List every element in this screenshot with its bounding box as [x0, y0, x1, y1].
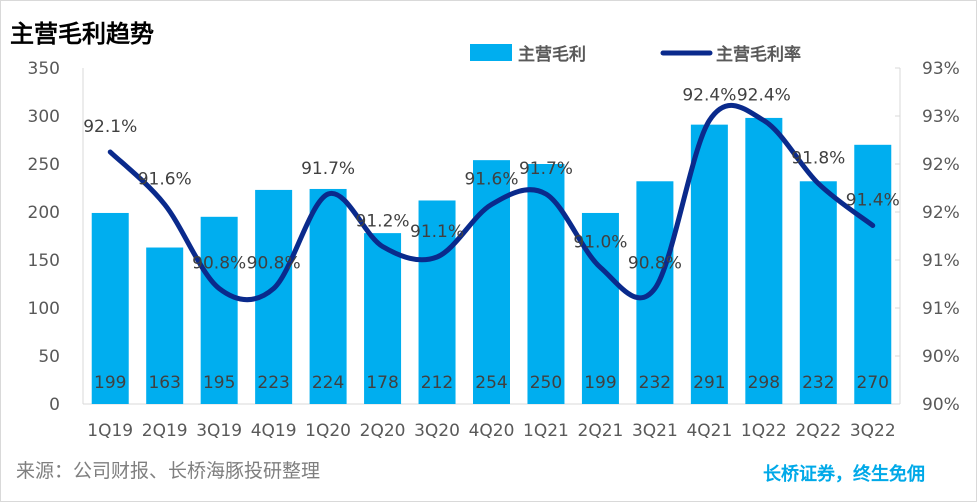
line-value-label: 91.8% — [791, 149, 845, 169]
bar — [799, 181, 837, 404]
bar — [200, 216, 238, 404]
right-tick-label: 93% — [922, 107, 960, 127]
line-value-label: 91.7% — [301, 159, 355, 179]
bar-value-label: 232 — [802, 373, 834, 393]
left-tick-label: 350 — [28, 59, 60, 79]
x-tick-label: 3Q22 — [850, 421, 896, 441]
line-value-label: 92.1% — [83, 117, 137, 137]
line-value-label: 90.8% — [628, 254, 682, 274]
x-tick-label: 2Q22 — [795, 421, 841, 441]
left-tick-label: 100 — [28, 299, 60, 319]
line-value-label: 90.8% — [192, 254, 246, 274]
bar-value-label: 232 — [639, 373, 671, 393]
x-tick-label: 3Q19 — [196, 421, 242, 441]
line-value-label: 90.8% — [247, 254, 301, 274]
left-tick-label: 50 — [38, 347, 60, 367]
line-value-label: 92.4% — [682, 86, 736, 106]
margin-line — [107, 103, 876, 303]
bar-value-label: 223 — [257, 373, 289, 393]
left-tick-label: 300 — [28, 107, 60, 127]
bar — [473, 160, 510, 404]
x-tick-label: 1Q19 — [87, 421, 133, 441]
x-tick-label: 4Q19 — [251, 421, 297, 441]
line-value-label: 91.4% — [846, 191, 900, 211]
x-tick-label: 2Q20 — [360, 421, 406, 441]
bar — [854, 144, 892, 405]
slogan: 长桥证券，终生免佣 — [763, 464, 925, 485]
bar — [636, 181, 674, 404]
source-note: 来源：公司财报、长桥海豚投研整理 — [16, 460, 321, 482]
line-value-label: 91.1% — [410, 222, 464, 242]
bar — [309, 188, 347, 404]
x-tick-label: 3Q21 — [632, 421, 678, 441]
bar — [690, 124, 728, 404]
x-tick-label: 2Q21 — [578, 421, 624, 441]
bar — [91, 212, 129, 404]
x-tick-label: 3Q20 — [414, 421, 460, 441]
right-tick-label: 90% — [922, 347, 960, 367]
right-tick-label: 90% — [922, 395, 960, 415]
bar-value-label: 212 — [421, 373, 453, 393]
right-tick-label: 91% — [922, 251, 960, 271]
bar-value-label: 163 — [148, 373, 180, 393]
line-value-label: 91.6% — [138, 170, 192, 190]
legend-label-line: 主营毛利率 — [716, 44, 801, 65]
x-tick-label: 4Q21 — [686, 421, 732, 441]
line-value-label: 92.4% — [737, 86, 791, 106]
bar-value-label: 270 — [857, 373, 889, 393]
left-tick-label: 250 — [28, 155, 60, 175]
bar — [146, 247, 184, 404]
bar — [418, 200, 456, 404]
bar — [745, 117, 783, 405]
bar — [364, 233, 402, 404]
right-tick-label: 92% — [922, 203, 960, 223]
x-tick-label: 1Q20 — [305, 421, 351, 441]
line-value-label: 91.2% — [356, 212, 410, 232]
left-tick-label: 0 — [49, 395, 60, 415]
bar-value-label: 199 — [94, 373, 126, 393]
left-tick-label: 200 — [28, 203, 60, 223]
bar-value-label: 250 — [530, 373, 562, 393]
line-value-label: 91.6% — [464, 170, 518, 190]
bar-value-label: 291 — [693, 373, 725, 393]
line-value-label: 91.0% — [573, 233, 627, 253]
right-tick-label: 92% — [922, 155, 960, 175]
line-value-label: 91.7% — [519, 159, 573, 179]
bar-value-label: 199 — [584, 373, 616, 393]
x-tick-label: 4Q20 — [469, 421, 515, 441]
bar — [527, 164, 565, 404]
left-tick-label: 150 — [28, 251, 60, 271]
right-tick-label: 91% — [922, 299, 960, 319]
x-tick-label: 1Q21 — [523, 421, 569, 441]
bar-value-label: 298 — [748, 373, 780, 393]
chart-title: 主营毛利趋势 — [10, 20, 154, 48]
bar — [581, 212, 619, 404]
legend-swatch-bar — [470, 44, 512, 61]
x-tick-label: 2Q19 — [142, 421, 188, 441]
legend-label-bar: 主营毛利 — [518, 44, 586, 65]
x-tick-label: 1Q22 — [741, 421, 787, 441]
bar-value-label: 195 — [203, 373, 235, 393]
bar-value-label: 224 — [312, 373, 344, 393]
bar-value-label: 178 — [366, 373, 398, 393]
right-tick-label: 93% — [922, 59, 960, 79]
bar-value-label: 254 — [475, 373, 507, 393]
